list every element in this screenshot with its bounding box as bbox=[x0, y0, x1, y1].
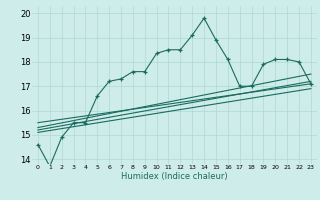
X-axis label: Humidex (Indice chaleur): Humidex (Indice chaleur) bbox=[121, 172, 228, 181]
